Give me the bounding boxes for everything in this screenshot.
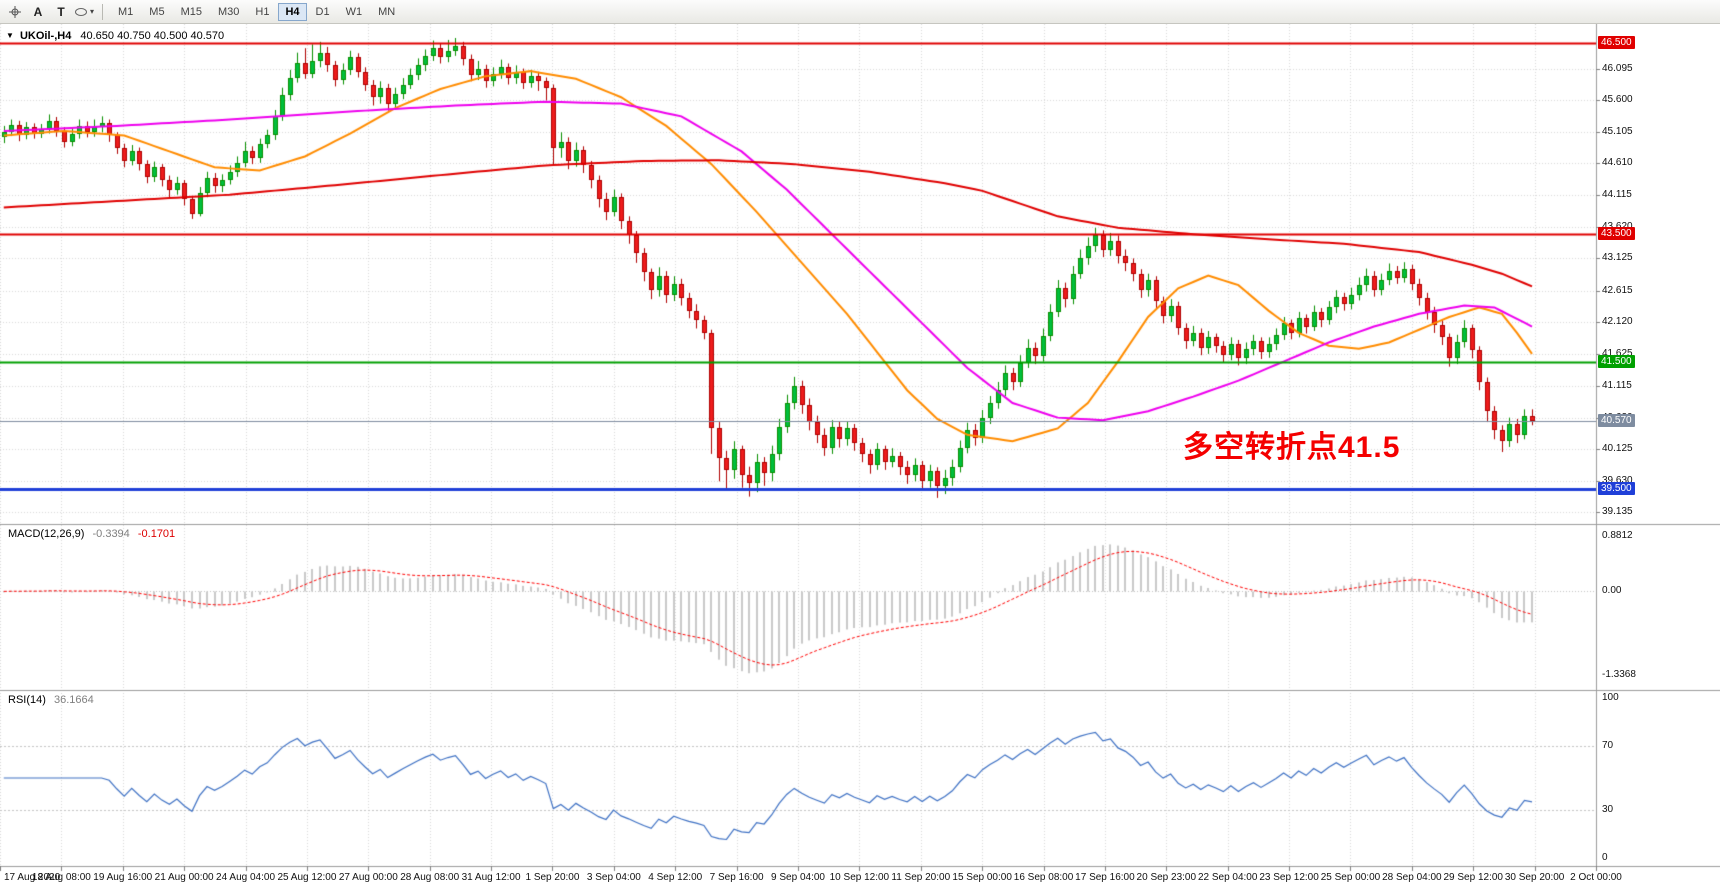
text-label-icon: T (57, 4, 65, 19)
crosshair-icon (9, 5, 21, 18)
time-axis-label: 15 Sep 00:00 (952, 872, 1012, 883)
chart-title-marker-icon: ▼ (6, 31, 14, 40)
rsi-scale-label: 100 (1602, 692, 1619, 703)
macd-main-value: -0.3394 (92, 528, 130, 540)
price-tick-label: 42.615 (1602, 284, 1633, 296)
time-axis-label: 29 Sep 12:00 (1443, 872, 1503, 883)
price-tick-label: 39.135 (1602, 506, 1633, 518)
price-line-badge: 39.500 (1598, 481, 1635, 495)
price-line-badge: 40.570 (1598, 413, 1635, 427)
rsi-indicator-name: RSI(14) (8, 694, 46, 706)
shapes-icon (75, 7, 87, 16)
time-axis-label: 23 Sep 12:00 (1259, 872, 1319, 883)
price-tick-label: 44.610 (1602, 157, 1633, 169)
timeframe-button-m1[interactable]: M1 (118, 5, 134, 18)
price-tick-label: 40.125 (1602, 443, 1633, 455)
text-label-tool-button[interactable]: T (50, 2, 72, 22)
timeframe-button-mn[interactable]: MN (378, 5, 396, 18)
chart-annotation-text[interactable]: 多空转折点41.5 (1183, 431, 1401, 464)
price-tick-label: 42.120 (1602, 316, 1633, 328)
toolbar: A T ▾ M1 M5 M15 M30 H1 H4 D1 W1 MN (0, 0, 1720, 24)
price-tick-label: 46.095 (1602, 62, 1633, 74)
chart-ohlc-values: 40.650 40.750 40.500 40.570 (80, 30, 225, 42)
time-axis-label: 27 Aug 00:00 (338, 872, 398, 883)
text-annotation-icon: A (33, 4, 43, 19)
time-axis-label: 11 Sep 20:00 (891, 872, 951, 883)
price-line-badge: 46.500 (1598, 36, 1635, 50)
macd-indicator-name: MACD(12,26,9) (8, 528, 85, 540)
timeframe-button-m5[interactable]: M5 (149, 5, 165, 18)
price-line-badge: 41.500 (1598, 354, 1635, 368)
price-tick-label: 43.620 (1602, 220, 1633, 232)
time-axis-label: 17 Sep 16:00 (1075, 872, 1135, 883)
time-axis-label: 18 Aug 08:00 (31, 872, 91, 883)
timeframe-button-m30[interactable]: M30 (217, 5, 240, 18)
timeframe-button-d1[interactable]: D1 (315, 5, 330, 18)
rsi-panel-label: RSI(14) 36.1664 (8, 694, 94, 706)
macd-scale-label: -1.3368 (1602, 668, 1636, 680)
rsi-scale-label: 0 (1602, 852, 1608, 863)
time-axis-label: 31 Aug 12:00 (461, 872, 521, 883)
price-tick-label: 45.600 (1602, 94, 1633, 106)
price-tick-label: 39.630 (1602, 474, 1633, 486)
time-axis-label: 4 Sep 12:00 (648, 872, 703, 883)
time-axis-label: 20 Sep 23:00 (1136, 872, 1197, 883)
chart-canvas[interactable] (0, 24, 1720, 892)
rsi-scale-label: 30 (1602, 804, 1614, 815)
price-tick-label: 41.115 (1602, 380, 1632, 392)
time-axis-label: 28 Aug 08:00 (400, 872, 460, 883)
time-axis-label: 3 Sep 04:00 (586, 872, 641, 883)
timeframe-button-m15[interactable]: M15 (180, 5, 202, 18)
macd-scale-label: 0.00 (1602, 585, 1622, 597)
time-axis-label: 24 Aug 04:00 (216, 872, 276, 883)
price-line-badge: 43.500 (1598, 227, 1635, 241)
timeframe-button-h1[interactable]: H1 (255, 5, 270, 18)
shapes-tool-button[interactable]: ▾ (73, 2, 95, 22)
price-tick-label: 44.115 (1602, 189, 1632, 201)
chart-symbol-period: UKOil-,H4 (19, 30, 72, 42)
time-axis-label: 7 Sep 16:00 (709, 872, 764, 883)
timeframe-button-group: M1 M5 M15 M30 H1 H4 D1 W1 MN (110, 2, 403, 21)
time-axis-label: 17 Aug 2020 (4, 872, 61, 883)
time-axis-label: 25 Sep 00:00 (1320, 872, 1381, 883)
rsi-scale-label: 70 (1602, 740, 1614, 751)
time-axis-label: 1 Sep 20:00 (525, 872, 580, 883)
timeframe-button-w1[interactable]: W1 (345, 5, 363, 18)
time-axis-label: 25 Aug 12:00 (277, 872, 337, 883)
time-axis-label: 19 Aug 16:00 (93, 872, 153, 883)
time-axis-label: 30 Sep 20:00 (1504, 872, 1565, 883)
macd-panel-label: MACD(12,26,9) -0.3394 -0.1701 (8, 528, 175, 540)
time-axis-label: 21 Aug 00:00 (154, 872, 214, 883)
time-axis-label: 28 Sep 04:00 (1382, 872, 1442, 883)
time-axis-label: 10 Sep 12:00 (829, 872, 890, 883)
chevron-down-icon: ▾ (90, 7, 95, 16)
toolbar-separator (102, 3, 104, 20)
timeframe-button-h4[interactable]: H4 (278, 2, 307, 21)
text-annotation-tool-button[interactable]: A (27, 2, 49, 22)
crosshair-tool-button[interactable] (4, 2, 26, 22)
time-axis-label: 9 Sep 04:00 (771, 872, 825, 883)
chart-title: ▼ UKOil-,H4 40.650 40.750 40.500 40.570 (6, 30, 224, 42)
price-tick-label: 45.105 (1602, 125, 1633, 137)
macd-scale-label: 0.8812 (1602, 530, 1633, 542)
time-axis-label: 22 Sep 04:00 (1197, 872, 1258, 883)
rsi-value: 36.1664 (53, 694, 94, 706)
time-axis-label: 16 Sep 08:00 (1013, 872, 1074, 883)
macd-signal-value: -0.1701 (137, 528, 176, 540)
price-tick-label: 41.625 (1602, 347, 1633, 359)
price-tick-label: 43.125 (1602, 252, 1633, 264)
time-axis-label: 2 Oct 00:00 (1570, 872, 1622, 883)
